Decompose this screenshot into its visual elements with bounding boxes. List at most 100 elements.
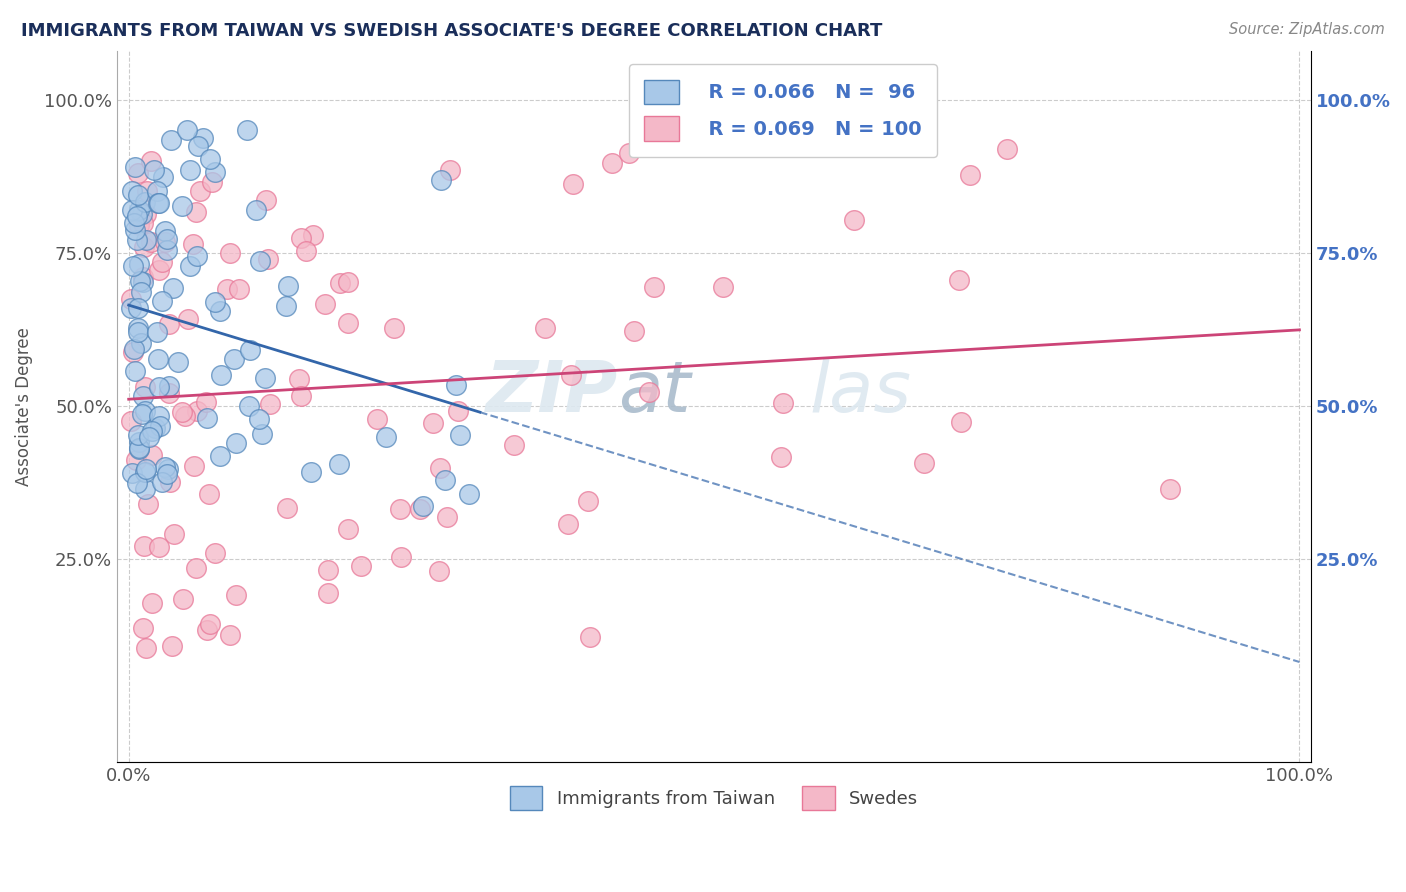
Point [314, 296, 336, 310]
Point [254, 193, 277, 207]
Point [187, 138, 209, 153]
Point [127, 428, 149, 442]
Point [159, 475, 181, 490]
Point [295, 244, 318, 258]
Point [219, 628, 242, 642]
Point [195, 624, 218, 638]
Point [129, 285, 152, 299]
Point [350, 559, 373, 574]
Point [337, 276, 360, 290]
Point [173, 409, 195, 424]
Point [200, 152, 222, 166]
Point [239, 343, 262, 358]
Point [156, 462, 179, 476]
Point [188, 184, 211, 198]
Point [391, 549, 413, 564]
Point [578, 630, 600, 644]
Point [276, 501, 298, 516]
Point [200, 616, 222, 631]
Point [134, 482, 156, 496]
Point [458, 487, 481, 501]
Point [254, 370, 277, 384]
Point [429, 564, 451, 578]
Point [995, 142, 1018, 156]
Point [200, 175, 222, 189]
Point [186, 404, 208, 418]
Point [384, 321, 406, 335]
Point [1159, 483, 1181, 497]
Point [131, 207, 153, 221]
Point [600, 156, 623, 170]
Point [121, 466, 143, 480]
Point [222, 352, 245, 367]
Point [125, 233, 148, 247]
Point [148, 380, 170, 394]
Point [132, 388, 155, 402]
Point [204, 164, 226, 178]
Point [336, 316, 359, 330]
Point [155, 224, 177, 238]
Point [576, 494, 599, 508]
Point [236, 123, 259, 137]
Point [409, 502, 432, 516]
Point [149, 419, 172, 434]
Point [238, 399, 260, 413]
Point [148, 409, 170, 424]
Point [153, 460, 176, 475]
Point [277, 278, 299, 293]
Point [121, 184, 143, 198]
Point [290, 231, 312, 245]
Point [134, 539, 156, 553]
Point [172, 592, 194, 607]
Point [156, 232, 179, 246]
Point [197, 411, 219, 425]
Point [141, 424, 163, 438]
Point [124, 160, 146, 174]
Point [152, 170, 174, 185]
Point [274, 299, 297, 313]
Point [122, 259, 145, 273]
Point [257, 252, 280, 266]
Point [209, 303, 232, 318]
Point [128, 442, 150, 456]
Point [225, 435, 247, 450]
Point [430, 173, 453, 187]
Point [120, 301, 142, 315]
Point [638, 385, 661, 400]
Point [127, 301, 149, 315]
Point [125, 210, 148, 224]
Point [136, 498, 159, 512]
Point [128, 441, 150, 455]
Point [623, 324, 645, 338]
Point [132, 276, 155, 290]
Point [145, 325, 167, 339]
Text: at: at [619, 358, 692, 426]
Point [218, 245, 240, 260]
Point [259, 397, 281, 411]
Point [135, 207, 157, 221]
Point [316, 563, 339, 577]
Point [949, 415, 972, 429]
Point [209, 368, 232, 383]
Point [121, 202, 143, 217]
Point [181, 237, 204, 252]
Point [125, 476, 148, 491]
Point [225, 588, 247, 602]
Point [316, 586, 339, 600]
Point [150, 254, 173, 268]
Point [124, 364, 146, 378]
Point [772, 396, 794, 410]
Point [194, 394, 217, 409]
Point [447, 404, 470, 418]
Text: Source: ZipAtlas.com: Source: ZipAtlas.com [1229, 22, 1385, 37]
Point [157, 318, 180, 332]
Point [436, 510, 458, 524]
Point [157, 378, 180, 392]
Text: las: las [810, 358, 911, 426]
Point [127, 166, 149, 180]
Point [412, 499, 434, 513]
Point [842, 213, 865, 227]
Point [534, 321, 557, 335]
Point [176, 123, 198, 137]
Point [245, 202, 267, 217]
